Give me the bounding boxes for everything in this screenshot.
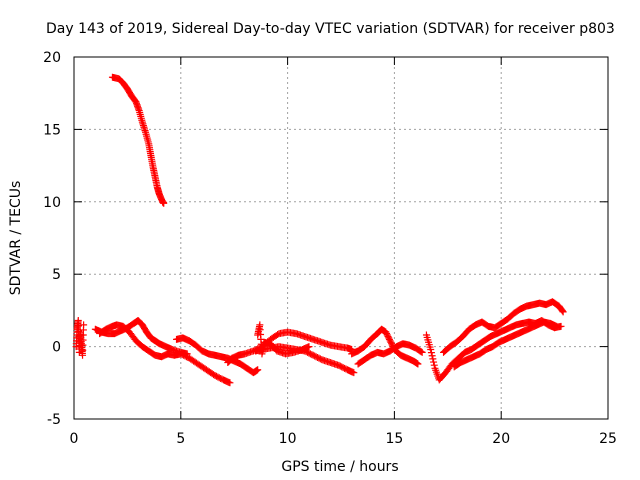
y-tick-label: 10 bbox=[43, 195, 61, 211]
data-point bbox=[428, 352, 436, 360]
y-tick-label: 20 bbox=[43, 50, 61, 66]
y-tick-label: 5 bbox=[52, 267, 61, 283]
x-tick-label: 25 bbox=[599, 431, 617, 447]
data-point bbox=[417, 348, 425, 356]
x-axis-label: GPS time / hours bbox=[281, 459, 398, 475]
data-point bbox=[430, 358, 438, 366]
x-tick-label: 20 bbox=[492, 431, 510, 447]
data-point bbox=[430, 361, 438, 369]
data-point bbox=[305, 343, 313, 351]
x-tick-label: 5 bbox=[176, 431, 185, 447]
data-point bbox=[418, 348, 426, 356]
x-tick-label: 10 bbox=[279, 431, 297, 447]
grid bbox=[74, 57, 608, 419]
y-axis-label: SDTVAR / TECUs bbox=[8, 181, 24, 296]
axis-ticks: 0 5 10 15 20 25 -5 0 5 10 15 20 bbox=[43, 50, 617, 447]
data-point bbox=[558, 307, 566, 315]
y-tick-label: 15 bbox=[43, 122, 61, 138]
chart-title: Day 143 of 2019, Sidereal Day-to-day VTE… bbox=[46, 21, 615, 37]
data-point bbox=[350, 369, 358, 377]
data-point bbox=[254, 366, 262, 374]
data-points bbox=[72, 73, 567, 387]
x-tick-label: 15 bbox=[385, 431, 403, 447]
data-point bbox=[427, 349, 435, 357]
data-point bbox=[553, 322, 561, 330]
y-tick-label: 0 bbox=[52, 340, 61, 356]
data-point bbox=[559, 308, 567, 316]
x-tick-label: 0 bbox=[70, 431, 79, 447]
data-point bbox=[160, 199, 168, 207]
data-point bbox=[427, 345, 435, 353]
y-tick-label: -5 bbox=[47, 412, 61, 428]
plot-frame bbox=[73, 56, 609, 420]
data-point bbox=[429, 355, 437, 363]
data-point bbox=[226, 379, 234, 387]
data-point bbox=[414, 360, 422, 368]
data-point bbox=[80, 321, 88, 329]
